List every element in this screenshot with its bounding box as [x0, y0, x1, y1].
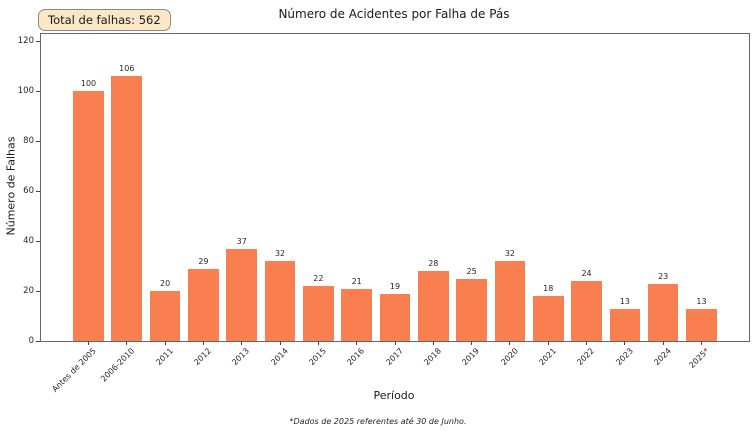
bar	[264, 261, 296, 341]
y-tick	[36, 140, 40, 142]
x-tick	[279, 341, 281, 345]
x-tick-label: 2014	[268, 346, 290, 368]
y-tick-label: 40	[23, 236, 34, 247]
bar-value-label: 13	[696, 296, 707, 306]
bar	[532, 296, 564, 341]
x-tick	[432, 341, 434, 345]
y-tick-label: 80	[23, 136, 34, 147]
x-tick	[164, 341, 166, 345]
y-tick	[36, 190, 40, 192]
bar-value-label: 18	[543, 284, 554, 294]
x-tick	[624, 341, 626, 345]
bar-value-label: 25	[466, 266, 477, 276]
bar	[417, 271, 449, 341]
bar-value-label: 29	[198, 256, 209, 266]
x-tick	[356, 341, 358, 345]
bar	[379, 293, 411, 341]
x-tick-label: 2006-2010	[99, 346, 137, 384]
total-failures-badge: Total de falhas: 562	[38, 9, 171, 31]
y-tick	[36, 90, 40, 92]
y-tick	[36, 240, 40, 242]
y-tick-label: 0	[28, 336, 34, 346]
y-tick	[36, 290, 40, 292]
y-axis-label: Número de Falhas	[4, 136, 18, 236]
x-tick-label: 2018	[422, 346, 443, 368]
x-tick-label: Antes de 2005	[50, 346, 99, 394]
bar	[149, 291, 181, 341]
plot-area: 100 Antes de 2005 106 2006-2010 20 2011 29 2012…	[18, 33, 750, 394]
y-tick	[36, 340, 40, 342]
x-tick-label: 2020	[498, 346, 520, 368]
bar-value-label: 20	[160, 279, 171, 289]
bar-value-label: 24	[581, 269, 592, 279]
bar	[686, 308, 717, 341]
x-tick	[471, 341, 473, 345]
bar	[609, 308, 641, 341]
bar-value-label: 28	[428, 259, 439, 269]
bar-value-label: 13	[619, 296, 630, 306]
y-tick-label: 100	[17, 86, 34, 97]
bar	[303, 286, 334, 341]
x-tick-label: 2015	[307, 346, 329, 368]
x-tick	[317, 341, 319, 345]
x-tick	[394, 341, 396, 345]
bar	[341, 288, 372, 341]
bar	[111, 76, 143, 341]
x-tick-label: 2016	[345, 346, 367, 368]
bar-value-label: 32	[274, 249, 286, 259]
x-tick	[547, 341, 549, 345]
bar	[456, 278, 487, 341]
x-tick-label: 2024	[652, 346, 673, 368]
x-tick	[88, 341, 89, 345]
bar-value-label: 37	[236, 236, 247, 246]
y-tick-label: 20	[23, 286, 34, 297]
x-tick	[202, 341, 204, 345]
bar	[188, 268, 219, 341]
y-tick	[36, 40, 40, 42]
bar-value-label: 32	[504, 249, 516, 259]
bar-value-label: 21	[351, 276, 362, 286]
x-tick-label: 2019	[460, 346, 482, 368]
x-tick-label: 2012	[192, 346, 214, 368]
x-tick	[662, 341, 664, 345]
x-tick-label: 2011	[154, 346, 175, 368]
bar	[73, 91, 104, 341]
bar-value-label: 100	[80, 79, 97, 89]
y-tick-label: 120	[17, 36, 34, 47]
x-tick	[241, 341, 243, 345]
x-tick	[586, 341, 588, 345]
x-tick-label: 2025*	[687, 346, 712, 370]
x-tick	[126, 341, 128, 345]
x-tick-label: 2017	[383, 346, 405, 368]
x-tick	[509, 341, 511, 345]
x-tick-label: 2013	[230, 346, 252, 368]
x-tick-label: 2022	[575, 346, 597, 368]
bar-value-label: 22	[313, 274, 324, 284]
x-tick-label: 2021	[537, 346, 558, 368]
bar-value-label: 23	[658, 271, 669, 281]
x-tick-label: 2023	[613, 346, 635, 368]
chart-title: Número de Acidentes por Falha de Pás	[278, 7, 510, 21]
bar-value-label: 19	[389, 281, 401, 291]
x-tick	[700, 341, 702, 345]
footnote: *Dados de 2025 referentes até 30 de Junh…	[289, 417, 467, 426]
y-tick-label: 60	[23, 186, 34, 197]
bar	[494, 261, 526, 341]
x-axis-label: Período	[373, 389, 415, 402]
bar	[571, 281, 602, 341]
bar	[647, 283, 679, 341]
bar-value-label: 106	[119, 64, 135, 74]
bar	[226, 248, 258, 341]
